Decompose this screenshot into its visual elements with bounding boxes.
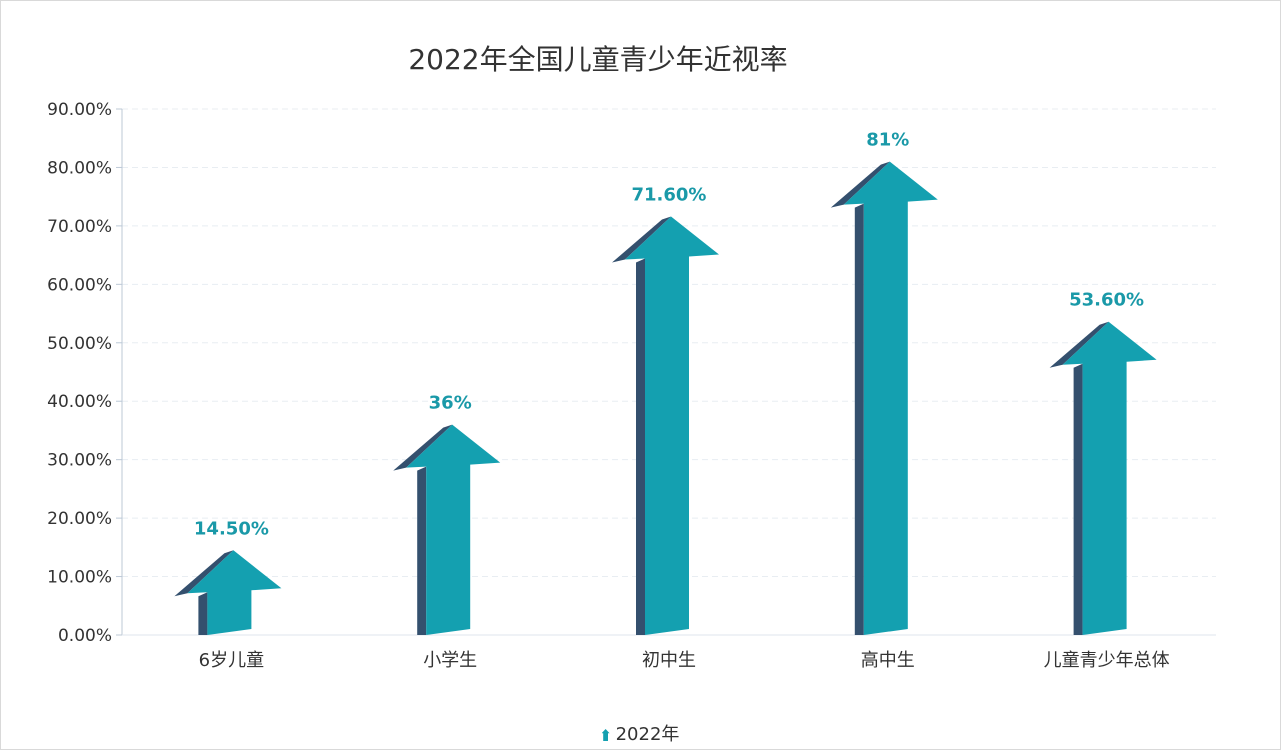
y-tick-label: 90.00% (47, 100, 112, 120)
y-tick-label: 60.00% (47, 275, 112, 295)
data-label: 36% (429, 393, 472, 414)
arrow-head-side (612, 216, 671, 263)
arrow-side (636, 258, 645, 635)
arrow-up-icon (601, 729, 610, 741)
arrow-side (854, 203, 864, 635)
y-tick-label: 70.00% (47, 217, 112, 237)
arrow-head-side (1049, 321, 1109, 368)
bar-arrow[interactable] (843, 161, 938, 635)
x-tick-label: 小学生 (423, 650, 477, 671)
y-tick-label: 20.00% (47, 509, 112, 529)
y-tick-label: 40.00% (47, 392, 112, 412)
bar-arrow[interactable] (1062, 321, 1157, 635)
bar-arrow[interactable] (187, 550, 282, 635)
x-tick-label: 高中生 (861, 650, 915, 671)
y-tick-label: 50.00% (47, 334, 112, 354)
x-tick-label: 儿童青少年总体 (1044, 650, 1170, 671)
arrow-head-side (393, 424, 453, 471)
arrow-side (417, 466, 427, 635)
arrow-side (198, 592, 208, 635)
y-tick-label: 30.00% (47, 451, 112, 471)
y-tick-label: 0.00% (58, 626, 112, 646)
bar-arrow[interactable] (625, 216, 719, 635)
data-label: 81% (866, 130, 909, 151)
y-tick-label: 10.00% (47, 568, 112, 588)
legend-label: 2022年 (615, 724, 680, 745)
data-label: 53.60% (1069, 290, 1144, 311)
chart-title: 2022年全国儿童青少年近视率 (408, 43, 788, 76)
x-tick-label: 6岁儿童 (199, 650, 264, 671)
arrow-head-side (830, 161, 890, 208)
y-tick-label: 80.00% (47, 158, 112, 178)
data-label: 14.50% (194, 518, 269, 539)
x-tick-label: 初中生 (642, 650, 696, 671)
legend[interactable]: 2022年 (0, 720, 1281, 746)
bar-arrow[interactable] (406, 424, 501, 635)
arrow-side (1073, 363, 1083, 635)
arrow-head-side (174, 550, 234, 597)
data-label: 71.60% (632, 185, 707, 206)
